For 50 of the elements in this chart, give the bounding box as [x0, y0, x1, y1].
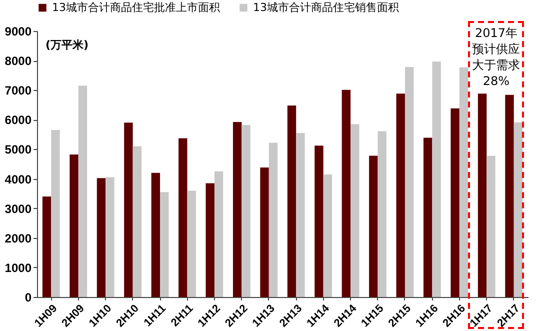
bar [505, 94, 514, 297]
y-tick-label: 6000 [4, 113, 32, 128]
bar [178, 138, 188, 297]
bar [423, 138, 432, 297]
bar [459, 67, 468, 297]
bar [396, 94, 405, 297]
annotation: 2017年预计供应大于需求28% [470, 25, 522, 89]
bar [450, 108, 460, 297]
legend-label: 13城市合计商品住宅销售面积 [253, 0, 399, 14]
bar [151, 172, 160, 297]
bar [404, 67, 414, 297]
bar [268, 142, 278, 297]
bar [124, 122, 133, 297]
y-tick-label: 2000 [4, 231, 32, 246]
bar [242, 124, 250, 297]
bar [42, 196, 52, 297]
bar [287, 105, 296, 297]
y-tick-label: 9000 [4, 24, 32, 38]
bar [350, 124, 360, 297]
bar [486, 156, 496, 297]
bar [96, 178, 106, 297]
y-tick-label: 0 [24, 290, 32, 304]
bar [132, 146, 142, 297]
bar [323, 174, 332, 297]
bar [514, 122, 523, 297]
y-tick-label: 8000 [4, 54, 32, 68]
bar [214, 171, 224, 297]
bar [51, 130, 60, 297]
bar [78, 86, 88, 297]
bar [296, 132, 305, 297]
y-tick-label: 5000 [4, 142, 32, 157]
bar [378, 131, 386, 297]
legend-label: 13城市合计商品住宅批准上市面积 [52, 0, 220, 14]
y-tick-label: 4000 [4, 172, 32, 186]
y-axis-title: (万平米) [46, 38, 89, 52]
bar [232, 122, 242, 297]
y-tick-label: 3000 [4, 202, 32, 216]
y-tick-label: 1000 [4, 260, 32, 275]
bar [260, 168, 269, 297]
bar [342, 90, 351, 297]
bar [369, 156, 378, 297]
bar [160, 192, 169, 297]
y-tick-label: 7000 [4, 84, 32, 98]
bar [478, 94, 487, 297]
bar [106, 177, 114, 297]
bar [187, 190, 196, 297]
bar [70, 154, 78, 297]
bar [432, 61, 441, 297]
bar [206, 183, 214, 297]
bar [314, 146, 324, 297]
